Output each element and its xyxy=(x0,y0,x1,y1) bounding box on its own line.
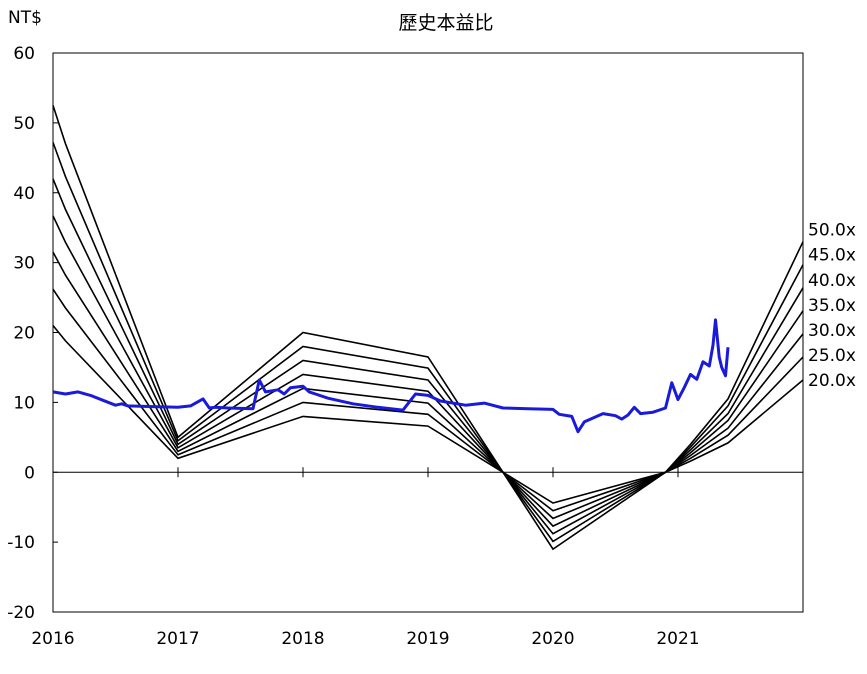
x-tick-label: 2016 xyxy=(31,629,74,649)
y-axis-ticks: 60 50 40 30 20 10 0 -10 -20 xyxy=(7,44,58,623)
pe-band-labels: 50.0x 45.0x 40.0x 35.0x 30.0x 25.0x 20.0x xyxy=(808,221,856,391)
y-tick-label: 0 xyxy=(24,463,35,483)
y-tick-label: 30 xyxy=(13,254,35,274)
y-tick-label: 40 xyxy=(13,184,35,204)
x-tick-label: 2020 xyxy=(531,629,574,649)
pe-band-label: 50.0x xyxy=(808,221,856,241)
price-line xyxy=(52,318,730,434)
pe-band-label: 45.0x xyxy=(808,246,856,266)
pe-band-line xyxy=(52,215,804,528)
y-tick-label: 50 xyxy=(13,114,35,134)
x-tick-label: 2021 xyxy=(656,629,699,649)
pe-band-label: 35.0x xyxy=(808,296,856,316)
pe-band-label: 40.0x xyxy=(808,271,856,291)
y-tick-label: 60 xyxy=(13,44,35,64)
plot-area-frame xyxy=(52,52,804,613)
x-tick-label: 2018 xyxy=(281,629,324,649)
chart-title: 歷史本益比 xyxy=(398,12,493,34)
x-tick-label: 2019 xyxy=(406,629,449,649)
y-tick-label: -10 xyxy=(7,533,35,553)
pe-band-label: 25.0x xyxy=(808,346,856,366)
y-axis-unit-label: NT$ xyxy=(8,8,42,28)
pe-band-lines xyxy=(52,105,804,551)
pe-band-line xyxy=(52,288,804,512)
pe-band-line xyxy=(52,105,804,551)
y-tick-label: -20 xyxy=(7,603,35,623)
pe-band-label: 20.0x xyxy=(808,371,856,391)
pe-band-line xyxy=(52,324,804,504)
y-tick-label: 10 xyxy=(13,393,35,413)
pe-band-label: 30.0x xyxy=(808,321,856,341)
pe-band-line xyxy=(52,142,804,543)
x-tick-label: 2017 xyxy=(156,629,199,649)
y-tick-label: 20 xyxy=(13,324,35,344)
pe-band-line xyxy=(52,251,804,520)
